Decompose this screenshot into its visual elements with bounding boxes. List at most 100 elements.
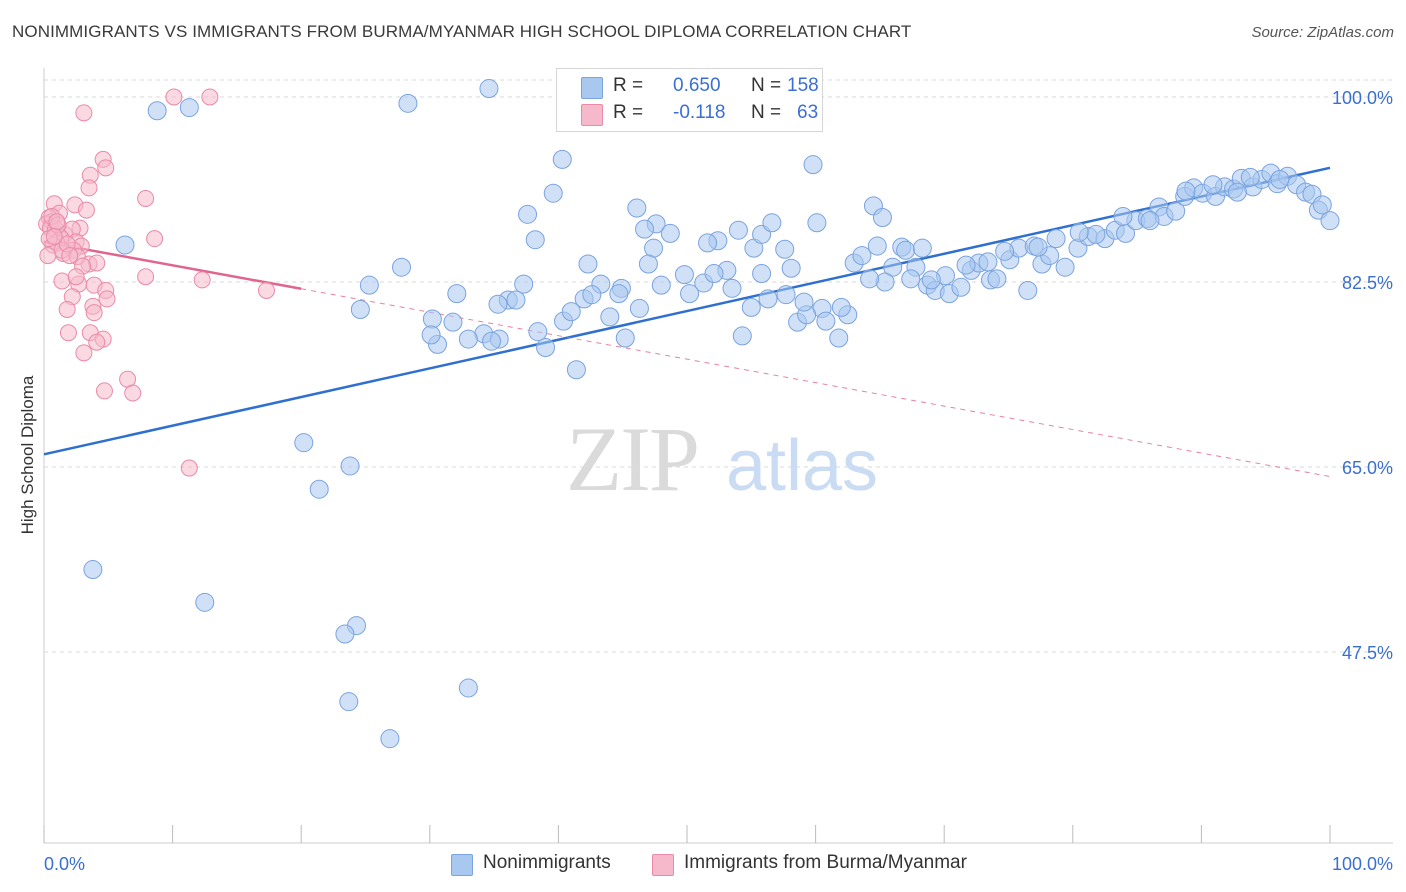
legend-r-value: -0.118 — [673, 102, 726, 123]
nonimmigrants-point — [758, 289, 778, 309]
nonimmigrants-point — [552, 149, 572, 169]
nonimmigrants-point — [674, 265, 694, 285]
nonimmigrants-point — [1113, 206, 1133, 226]
immigrants-point — [180, 459, 198, 477]
legend-swatch-blue — [451, 854, 473, 876]
nonimmigrants-point — [1176, 181, 1196, 201]
nonimmigrants-point — [1166, 201, 1186, 221]
legend-n-value: 63 — [797, 102, 819, 123]
watermark-zip: ZIP — [566, 408, 698, 510]
nonimmigrants-point — [339, 692, 359, 712]
nonimmigrants-point — [638, 254, 658, 274]
immigrants-point — [75, 104, 93, 122]
nonimmigrants-point — [752, 264, 772, 284]
nonimmigrants-point — [698, 233, 718, 253]
chart-source: Source: ZipAtlas.com — [1251, 24, 1394, 41]
immigrants-point — [88, 333, 106, 351]
y-tick-label: 100.0% — [1332, 88, 1393, 108]
nonimmigrants-point — [794, 292, 814, 312]
immigrants-points — [38, 88, 275, 477]
nonimmigrants-point — [421, 325, 441, 345]
nonimmigrants-point — [635, 219, 655, 239]
nonimmigrants-point — [359, 275, 379, 295]
immigrants-point — [85, 304, 103, 322]
immigrants-point — [88, 254, 106, 272]
nonimmigrants-point — [1227, 182, 1247, 202]
nonimmigrants-point — [627, 198, 647, 218]
immigrants-point — [61, 247, 79, 265]
nonimmigrants-point — [1270, 169, 1290, 189]
nonimmigrants-point — [582, 285, 602, 305]
immigrants-point — [165, 88, 183, 106]
nonimmigrants-point — [115, 235, 135, 255]
nonimmigrants-point — [781, 258, 801, 278]
immigrants-point — [48, 213, 66, 231]
chart-title: NONIMMIGRANTS VS IMMIGRANTS FROM BURMA/M… — [12, 22, 912, 41]
nonimmigrants-points — [83, 79, 1340, 749]
immigrants-point — [95, 382, 113, 400]
nonimmigrants-point — [179, 98, 199, 118]
nonimmigrants-point — [660, 223, 680, 243]
immigrants-point — [53, 272, 71, 290]
nonimmigrants-point — [458, 678, 478, 698]
immigrants-point — [39, 247, 57, 265]
series-name: Immigrants from Burma/Myanmar — [684, 852, 967, 873]
nonimmigrants-point — [615, 328, 635, 348]
nonimmigrants-point — [578, 254, 598, 274]
nonimmigrants-point — [422, 309, 442, 329]
nonimmigrants-point — [867, 236, 887, 256]
nonimmigrants-point — [392, 257, 412, 277]
legend-swatch-pink — [652, 854, 674, 876]
legend-r-value: 0.650 — [673, 75, 721, 96]
nonimmigrants-point — [525, 230, 545, 250]
nonimmigrants-point — [83, 560, 103, 580]
immigrants-point — [257, 281, 275, 299]
grid-lines — [44, 79, 1393, 653]
nonimmigrants-point — [829, 328, 849, 348]
nonimmigrants-point — [951, 277, 971, 297]
nonimmigrants-point — [987, 269, 1007, 289]
nonimmigrants-point — [776, 285, 796, 305]
x-tick-label-min: 0.0% — [44, 854, 85, 874]
nonimmigrants-point — [912, 238, 932, 258]
immigrants-point — [80, 179, 98, 197]
nonimmigrants-point — [482, 331, 502, 351]
nonimmigrants-point — [852, 246, 872, 266]
nonimmigrants-point — [860, 269, 880, 289]
legend-r-label: R = — [613, 75, 644, 96]
nonimmigrants-point — [1320, 211, 1340, 231]
nonimmigrants-point — [741, 297, 761, 317]
nonimmigrants-point — [728, 220, 748, 240]
axes — [43, 68, 1393, 844]
immigrants-point — [146, 230, 164, 248]
nonimmigrants-point — [1069, 222, 1089, 242]
nonimmigrants-point — [443, 312, 463, 332]
nonimmigrants-point — [722, 278, 742, 298]
immigrants-point — [124, 384, 142, 402]
nonimmigrants-point — [704, 264, 724, 284]
immigrants-point — [59, 324, 77, 342]
nonimmigrants-point — [644, 238, 664, 258]
nonimmigrants-point — [883, 257, 903, 277]
nonimmigrants-point — [518, 204, 538, 224]
immigrants-point — [98, 290, 116, 308]
nonimmigrants-point — [1203, 175, 1223, 195]
immigrants-trend-extension — [301, 288, 1331, 478]
nonimmigrants-point — [831, 297, 851, 317]
nonimmigrants-point — [600, 307, 620, 327]
nonimmigrants-point — [921, 270, 941, 290]
nonimmigrants-point — [561, 302, 581, 322]
immigrants-point — [67, 268, 85, 286]
nonimmigrants-point — [147, 101, 167, 121]
y-tick-label: 65.0% — [1342, 458, 1393, 478]
nonimmigrants-point — [762, 213, 782, 233]
nonimmigrants-point — [447, 284, 467, 304]
nonimmigrants-point — [309, 479, 329, 499]
watermark-atlas: atlas — [726, 426, 878, 506]
nonimmigrants-point — [195, 592, 215, 612]
tick-labels: 47.5% 65.0% 82.5% 100.0% 0.0% 100.0% — [44, 88, 1393, 874]
nonimmigrants-point — [896, 240, 916, 260]
nonimmigrants-point — [350, 299, 370, 319]
immigrants-point — [137, 189, 155, 207]
